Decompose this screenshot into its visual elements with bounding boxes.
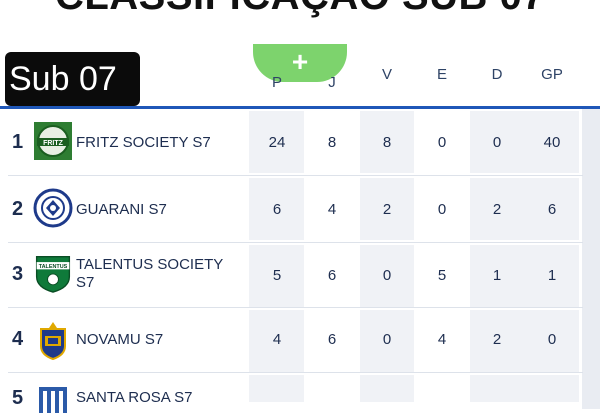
- rank: 4: [12, 328, 24, 350]
- cell-v: 8: [382, 134, 392, 151]
- stats-band-alt: [414, 178, 470, 240]
- column-header-p: P: [271, 74, 282, 91]
- stats-band-alt: [304, 111, 360, 173]
- cell-j: 6: [327, 267, 337, 284]
- table-row[interactable]: 3 TALENTUS TALENTUS SOCIETY S7 5 6 0 5 1…: [0, 243, 600, 309]
- row-divider: [8, 372, 583, 373]
- team-name: NOVAMU S7: [76, 331, 164, 348]
- row-divider: [8, 307, 583, 308]
- cell-gp: 6: [547, 201, 557, 218]
- row-divider: [8, 175, 583, 176]
- fritz-logo: FRITZ: [34, 122, 72, 160]
- table-row[interactable]: 1 FRITZ FRITZ SOCIETY S7 24 8 8 0 0 40: [0, 109, 600, 175]
- talentus-logo: TALENTUS: [35, 255, 71, 293]
- cell-j: 8: [327, 134, 337, 151]
- guarani-logo: [33, 188, 73, 228]
- column-header-e: E: [436, 66, 447, 83]
- stats-band-alt: [414, 245, 470, 307]
- cell-gp: 1: [547, 267, 557, 284]
- rank: 5: [12, 387, 24, 409]
- plus-icon: +: [291, 46, 309, 77]
- column-header-j: J: [328, 74, 336, 91]
- stats-band-alt: [304, 310, 360, 372]
- cell-v: 0: [382, 267, 392, 284]
- row-divider: [8, 242, 583, 243]
- page-title: CLASSIFICAÇÃO SUB 07: [0, 0, 600, 19]
- cell-d: 1: [492, 267, 502, 284]
- rank: 3: [12, 263, 24, 285]
- santa-rosa-logo: [39, 387, 67, 413]
- column-header-v: V: [381, 66, 392, 83]
- cell-v: 2: [382, 201, 392, 218]
- cell-e: 0: [437, 201, 447, 218]
- cell-d: 2: [492, 201, 502, 218]
- team-name-line1: TALENTUS SOCIETY: [76, 256, 224, 273]
- cell-j: 4: [327, 201, 337, 218]
- stats-band-alt: [304, 178, 360, 240]
- stats-band-alt: [304, 245, 360, 307]
- cell-gp: 40: [543, 134, 561, 151]
- stats-band-alt: [414, 310, 470, 372]
- novamu-logo: [40, 322, 66, 360]
- team-name: TALENTUS SOCIETY S7: [76, 256, 223, 292]
- table-row[interactable]: 4 NOVAMU S7 4 6 0 4 2 0: [0, 308, 600, 374]
- fritz-logo-text: FRITZ: [43, 140, 64, 147]
- cell-v: 0: [382, 331, 392, 348]
- column-header-d: D: [491, 66, 503, 83]
- cell-p: 4: [272, 331, 282, 348]
- rank: 2: [12, 198, 24, 220]
- rank: 1: [12, 131, 24, 153]
- stats-band-alt: [414, 375, 470, 402]
- cell-p: 5: [272, 267, 282, 284]
- header-underline: [0, 106, 600, 109]
- cell-p: 6: [272, 201, 282, 218]
- cell-gp: 0: [547, 331, 557, 348]
- add-button[interactable]: +: [253, 44, 347, 82]
- cell-j: 6: [327, 331, 337, 348]
- talentus-logo-text: TALENTUS: [39, 264, 68, 270]
- cell-d: 0: [492, 134, 502, 151]
- cell-d: 2: [492, 331, 502, 348]
- team-name-line2: S7: [76, 274, 95, 291]
- team-name: GUARANI S7: [76, 201, 167, 218]
- cell-p: 24: [268, 134, 286, 151]
- category-badge[interactable]: Sub 07: [5, 52, 140, 106]
- stats-band-alt: [414, 111, 470, 173]
- cell-e: 4: [437, 331, 447, 348]
- cell-e: 5: [437, 267, 447, 284]
- table-row[interactable]: 2 GUARANI S7 6 4 2 0 2 6: [0, 176, 600, 242]
- team-name: FRITZ SOCIETY S7: [76, 134, 211, 151]
- table-row[interactable]: 5 SANTA ROSA S7: [0, 373, 600, 413]
- column-header-gp: GP: [541, 66, 563, 83]
- scroll-edge: [582, 109, 600, 409]
- team-name: SANTA ROSA S7: [76, 389, 193, 406]
- stats-band-alt: [304, 375, 360, 402]
- cell-e: 0: [437, 134, 447, 151]
